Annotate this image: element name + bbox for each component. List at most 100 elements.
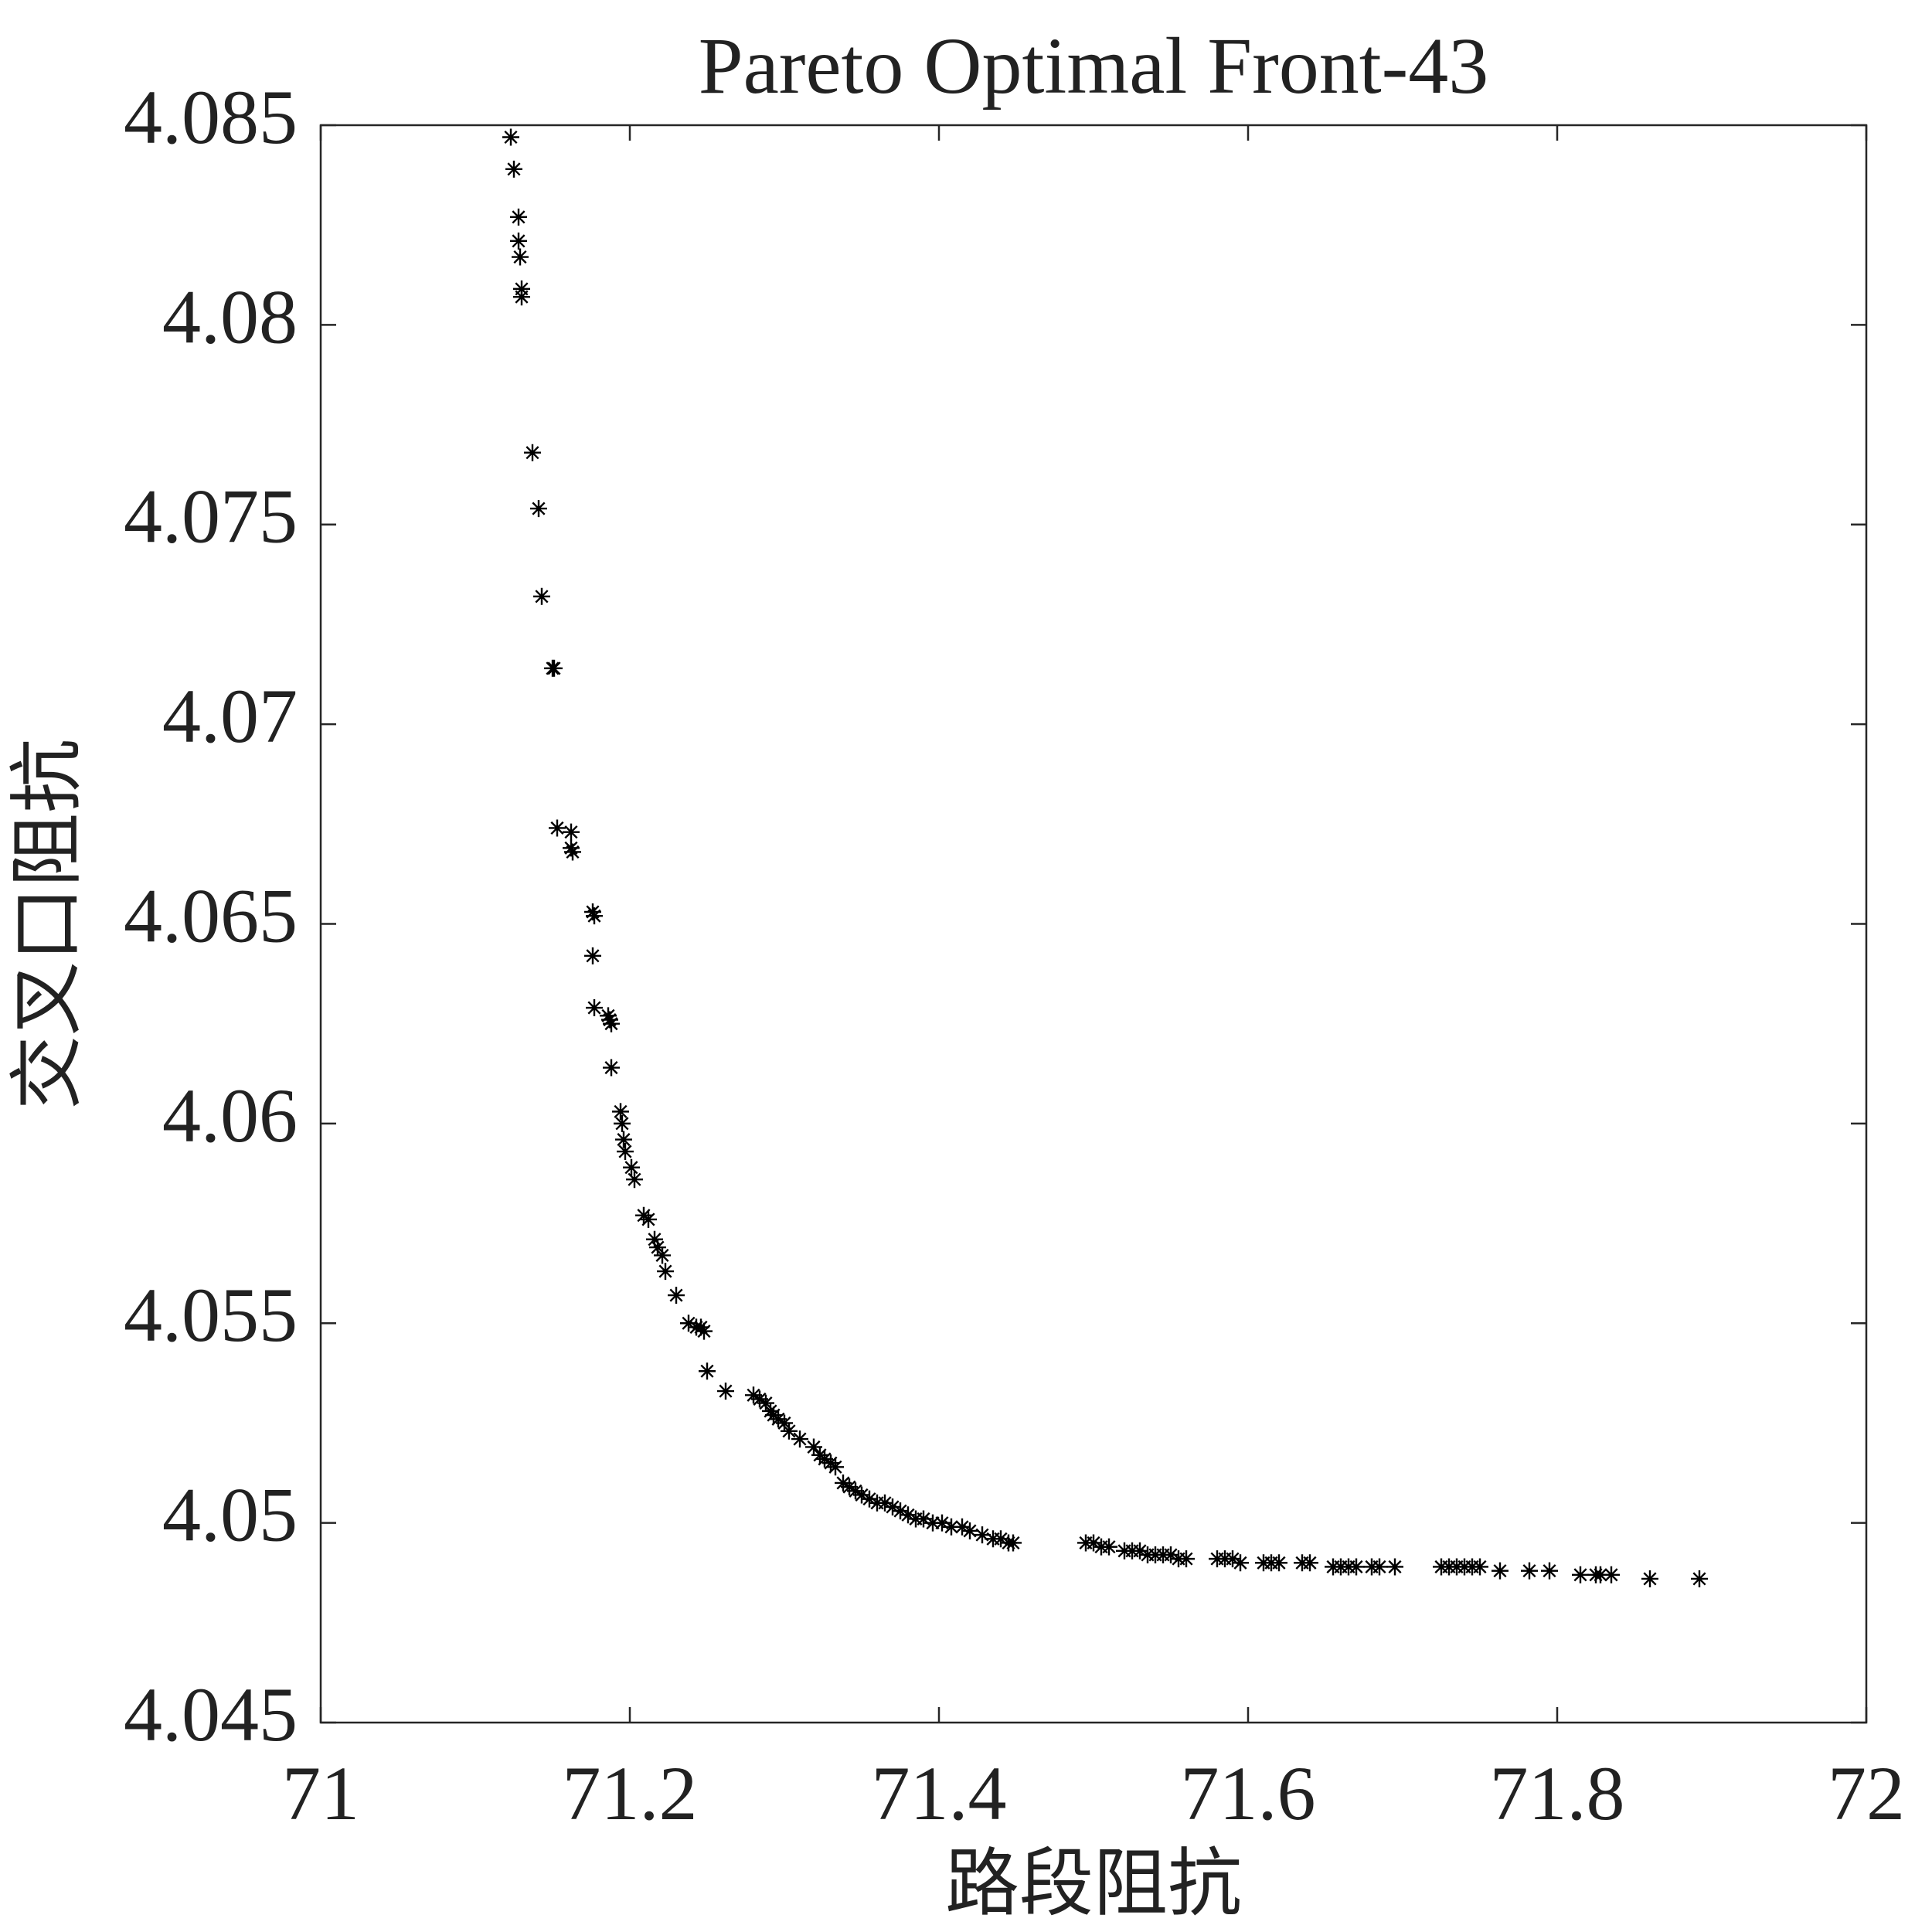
- data-point: [781, 1422, 798, 1440]
- data-point: [954, 1518, 971, 1536]
- data-point: [654, 1247, 671, 1264]
- data-point: [586, 999, 603, 1017]
- data-point: [584, 903, 601, 920]
- data-point: [1541, 1562, 1558, 1580]
- y-tick-label: 4.08: [162, 274, 298, 359]
- data-point: [915, 1510, 932, 1528]
- y-tick-label: 4.06: [162, 1073, 298, 1158]
- data-point: [791, 1430, 808, 1448]
- data-point: [505, 160, 522, 178]
- data-point: [699, 1362, 716, 1380]
- data-point: [626, 1171, 643, 1189]
- data-point: [530, 500, 547, 518]
- data-point: [646, 1230, 663, 1248]
- x-tick-label: 71.6: [1181, 1750, 1316, 1836]
- data-point: [513, 288, 530, 306]
- data-point: [549, 819, 566, 837]
- data-point: [649, 1239, 666, 1257]
- data-point: [816, 1450, 833, 1468]
- data-point: [615, 1131, 632, 1148]
- data-point: [1162, 1546, 1179, 1563]
- data-point: [1131, 1542, 1148, 1560]
- data-point: [512, 248, 529, 266]
- x-tick-label: 72: [1828, 1750, 1905, 1836]
- data-point: [1691, 1570, 1708, 1587]
- data-point: [924, 1514, 941, 1532]
- data-point: [847, 1482, 864, 1500]
- data-point: [584, 947, 601, 964]
- data-point: [1371, 1558, 1388, 1576]
- data-point: [900, 1506, 917, 1524]
- data-point: [961, 1522, 978, 1539]
- data-point: [564, 843, 581, 861]
- data-point: [1521, 1562, 1538, 1580]
- data-point: [827, 1458, 844, 1476]
- data-point: [876, 1494, 893, 1512]
- data-point: [805, 1438, 822, 1456]
- data-point: [612, 1103, 629, 1121]
- data-point: [861, 1490, 878, 1508]
- x-tick-label: 71.8: [1490, 1750, 1625, 1836]
- data-point: [668, 1287, 685, 1304]
- y-tick-label: 4.085: [124, 74, 298, 160]
- data-point: [745, 1386, 762, 1404]
- data-point: [1232, 1554, 1249, 1572]
- data-point: [934, 1514, 951, 1532]
- y-tick-label: 4.055: [124, 1272, 298, 1358]
- data-point: [1572, 1566, 1589, 1583]
- y-tick-label: 4.05: [162, 1472, 298, 1558]
- y-axis-label: 交叉口阻抗: [6, 739, 89, 1110]
- data-point: [1386, 1558, 1403, 1576]
- data-point: [1301, 1554, 1318, 1572]
- data-point: [1471, 1558, 1488, 1576]
- data-point: [1224, 1550, 1241, 1568]
- data-point: [841, 1478, 858, 1496]
- data-point: [510, 208, 527, 226]
- data-point: [776, 1414, 793, 1432]
- x-tick-label: 71: [282, 1750, 359, 1836]
- data-point: [617, 1143, 634, 1161]
- x-tick-label: 71.4: [872, 1750, 1007, 1836]
- data-point: [992, 1530, 1009, 1548]
- data-point: [533, 587, 550, 605]
- x-tick-label: 71.2: [563, 1750, 698, 1836]
- data-point: [502, 128, 519, 146]
- y-tick-label: 4.045: [124, 1672, 298, 1757]
- data-point: [563, 823, 580, 841]
- data-point: [1085, 1534, 1102, 1552]
- data-point: [717, 1383, 734, 1400]
- data-point: [1100, 1538, 1117, 1556]
- data-point: [1178, 1550, 1195, 1568]
- chart-title: Pareto Optimal Front-43: [699, 22, 1489, 111]
- data-point: [696, 1322, 713, 1340]
- data-point: [586, 907, 603, 925]
- data-point: [1592, 1566, 1609, 1583]
- data-point: [853, 1486, 870, 1504]
- data-point: [751, 1390, 768, 1408]
- data-point: [603, 1015, 620, 1032]
- data-point: [524, 444, 541, 461]
- y-tick-label: 4.065: [124, 872, 298, 958]
- data-point: [974, 1526, 991, 1544]
- data-point: [680, 1315, 697, 1332]
- y-tick-label: 4.075: [124, 474, 298, 560]
- data-point: [892, 1502, 909, 1520]
- data-point: [603, 1059, 620, 1077]
- data-point: [563, 839, 580, 857]
- data-point: [1348, 1558, 1365, 1576]
- data-point: [835, 1474, 852, 1492]
- data-point: [546, 659, 563, 677]
- data-point: [1005, 1534, 1022, 1552]
- data-point: [614, 1114, 631, 1132]
- data-point: [1270, 1554, 1287, 1572]
- data-point: [600, 1007, 617, 1025]
- data-point: [640, 1210, 657, 1228]
- data-point: [510, 232, 527, 250]
- y-tick-label: 4.07: [162, 673, 298, 759]
- data-point: [1603, 1566, 1620, 1583]
- data-point: [884, 1498, 901, 1515]
- data-point: [943, 1518, 960, 1536]
- data-point: [757, 1394, 774, 1412]
